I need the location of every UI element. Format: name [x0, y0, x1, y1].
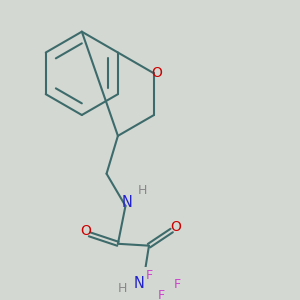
Text: O: O — [80, 224, 91, 238]
Text: F: F — [146, 269, 153, 282]
Text: N: N — [122, 195, 132, 210]
Text: F: F — [158, 290, 165, 300]
Text: H: H — [118, 282, 127, 295]
Text: O: O — [170, 220, 181, 234]
Text: N: N — [134, 276, 145, 291]
Text: F: F — [174, 278, 181, 291]
Text: H: H — [138, 184, 147, 197]
Text: O: O — [152, 66, 163, 80]
